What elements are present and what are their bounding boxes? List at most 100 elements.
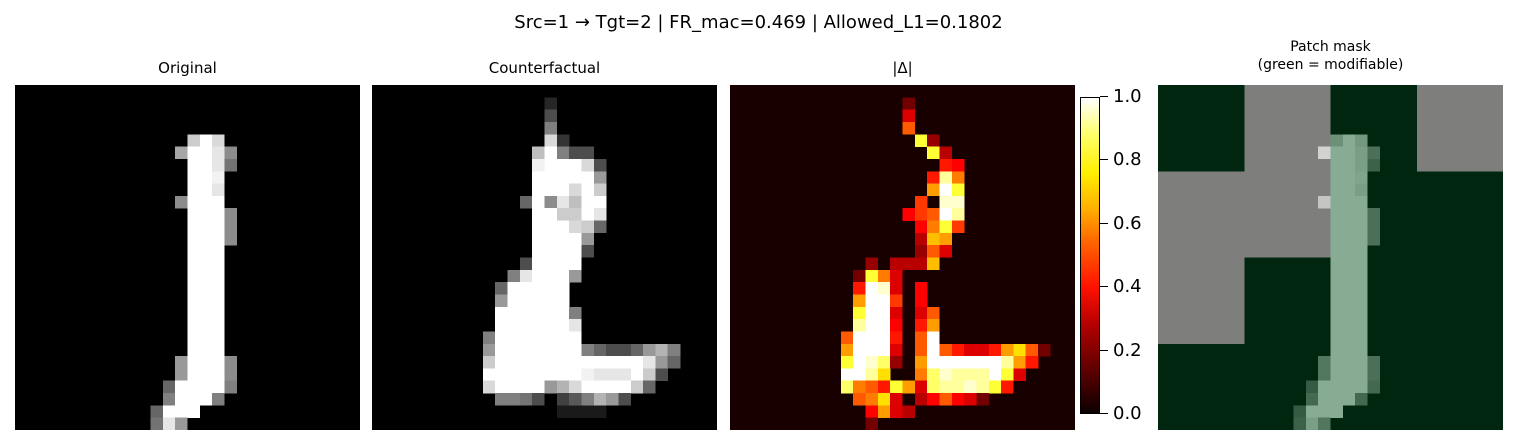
pixel <box>581 393 595 406</box>
pixel <box>877 356 891 369</box>
digit-overlay-pixel <box>1355 380 1368 394</box>
pixel <box>914 195 928 209</box>
pixel <box>544 121 558 135</box>
pixel <box>593 195 607 209</box>
digit-overlay-pixel <box>1355 245 1368 258</box>
pixel <box>187 368 201 381</box>
pixel <box>853 269 866 283</box>
pixel <box>914 232 928 246</box>
pixel <box>187 208 201 221</box>
pixel <box>581 183 595 197</box>
pixel <box>224 356 238 369</box>
patch-locked <box>1158 257 1245 344</box>
pixel <box>951 220 965 234</box>
pixel <box>865 282 879 295</box>
pixel <box>581 232 595 246</box>
pixel <box>927 380 940 394</box>
pixel <box>976 380 989 394</box>
pixel <box>618 356 631 369</box>
digit-overlay-pixel <box>1305 417 1319 430</box>
patch-locked <box>1244 85 1331 172</box>
digit-overlay-pixel <box>1318 356 1331 369</box>
digit-overlay-pixel <box>1367 208 1381 221</box>
digit-overlay-pixel <box>1330 343 1344 357</box>
pixel <box>939 380 953 394</box>
digit-overlay-pixel <box>1330 405 1344 418</box>
pixel <box>1013 368 1026 381</box>
pixel <box>939 232 953 246</box>
pixel <box>556 208 570 221</box>
digit-overlay-pixel <box>1342 282 1356 295</box>
pixel <box>175 417 188 430</box>
colorbar-tick-mark <box>1100 159 1108 160</box>
pixel <box>951 183 965 197</box>
digit-overlay-pixel <box>1330 380 1344 394</box>
pixel <box>606 368 619 381</box>
pixel <box>519 380 533 394</box>
panel-title-counterfactual: Counterfactual <box>488 59 601 77</box>
pixel <box>212 306 225 320</box>
pixel <box>532 356 545 369</box>
pixel <box>556 380 570 394</box>
pixel <box>927 134 940 147</box>
pixel <box>890 393 903 406</box>
pixel <box>224 158 238 172</box>
pixel <box>212 171 225 184</box>
pixel <box>162 405 176 418</box>
pixel <box>495 380 508 394</box>
digit-overlay-pixel <box>1305 380 1319 394</box>
pixel <box>877 380 891 394</box>
pixel <box>556 220 570 234</box>
pixel <box>199 368 213 381</box>
pixel <box>544 356 558 369</box>
pixel <box>187 220 201 234</box>
digit-overlay-pixel <box>1305 393 1319 406</box>
pixel <box>569 343 582 357</box>
pixel <box>187 282 201 295</box>
pixel <box>187 269 201 283</box>
pixel <box>507 282 521 295</box>
pixel <box>655 368 668 381</box>
pixel <box>951 208 965 221</box>
pixel <box>877 319 891 332</box>
pixel <box>655 343 668 357</box>
patch-modifiable <box>1244 257 1331 344</box>
pixel <box>976 368 989 381</box>
pixel <box>544 208 558 221</box>
pixel <box>162 380 176 394</box>
pixel <box>939 393 953 406</box>
pixel <box>482 368 496 381</box>
digit-overlay-pixel <box>1342 195 1356 209</box>
pixel <box>581 158 595 172</box>
pixel <box>914 306 928 320</box>
panel-title-delta: |Δ| <box>892 59 913 77</box>
pixel <box>618 343 631 357</box>
pixel <box>544 158 558 172</box>
pixel <box>556 331 570 344</box>
pixel <box>199 269 213 283</box>
digit-overlay-pixel <box>1367 158 1381 172</box>
digit-overlay-pixel <box>1330 208 1344 221</box>
pixel <box>556 368 570 381</box>
pixel <box>199 306 213 320</box>
pixel <box>1001 368 1014 381</box>
pixel <box>618 380 631 394</box>
pixel <box>187 343 201 357</box>
delta-heatmap <box>730 85 1075 430</box>
digit-overlay-pixel <box>1330 146 1344 160</box>
pixel <box>544 97 558 110</box>
pixel <box>630 380 644 394</box>
pixel <box>495 368 508 381</box>
pixel <box>507 331 521 344</box>
digit-overlay-pixel <box>1330 282 1344 295</box>
pixel <box>951 393 965 406</box>
pixel <box>643 368 656 381</box>
pixel <box>606 356 619 369</box>
pixel <box>532 306 545 320</box>
pixel <box>840 380 854 394</box>
pixel <box>976 343 989 357</box>
pixel <box>556 393 570 406</box>
pixel <box>175 146 188 160</box>
pixel <box>593 220 607 234</box>
digit-overlay-pixel <box>1355 183 1368 197</box>
